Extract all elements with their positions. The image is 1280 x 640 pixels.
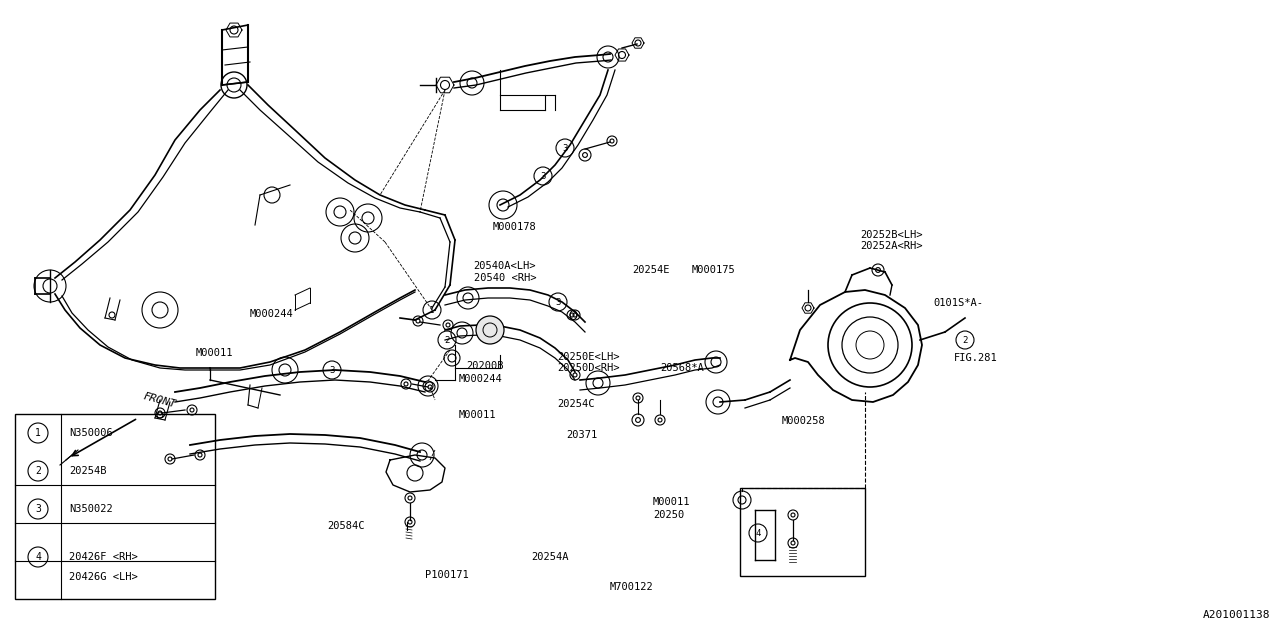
Text: P100171: P100171 <box>425 570 468 580</box>
Text: 2: 2 <box>444 335 449 344</box>
Text: 20250D<RH>: 20250D<RH> <box>557 363 620 373</box>
Text: 3: 3 <box>562 143 568 152</box>
Text: 3: 3 <box>556 298 561 307</box>
Text: M000178: M000178 <box>493 222 536 232</box>
Text: 20254C: 20254C <box>557 399 594 410</box>
Text: 20426G <LH>: 20426G <LH> <box>69 572 138 582</box>
Text: 20250: 20250 <box>653 510 684 520</box>
Text: 20252A<RH>: 20252A<RH> <box>860 241 923 252</box>
Text: 3: 3 <box>35 504 41 514</box>
Text: 20250E<LH>: 20250E<LH> <box>557 352 620 362</box>
Text: 20254B: 20254B <box>69 466 106 476</box>
Text: M000244: M000244 <box>458 374 502 384</box>
Text: 20584C: 20584C <box>328 521 365 531</box>
Text: A201001138: A201001138 <box>1202 610 1270 620</box>
Text: M000244: M000244 <box>250 308 293 319</box>
Text: 1: 1 <box>429 305 435 314</box>
Text: N350006: N350006 <box>69 428 113 438</box>
Text: 2: 2 <box>963 335 968 344</box>
Text: 20568*A: 20568*A <box>660 363 704 373</box>
Text: 0101S*A-: 0101S*A- <box>933 298 983 308</box>
Text: M700122: M700122 <box>609 582 653 592</box>
Text: 3: 3 <box>329 365 334 374</box>
Text: 20426F <RH>: 20426F <RH> <box>69 552 138 562</box>
Text: M00011: M00011 <box>653 497 690 508</box>
Text: M00011: M00011 <box>196 348 233 358</box>
Circle shape <box>476 316 504 344</box>
Text: M00011: M00011 <box>458 410 495 420</box>
Text: FRONT: FRONT <box>142 392 177 410</box>
Text: 20540A<LH>: 20540A<LH> <box>474 260 536 271</box>
Text: 20254E: 20254E <box>632 265 669 275</box>
Text: M000258: M000258 <box>782 416 826 426</box>
Text: 4: 4 <box>35 552 41 562</box>
Text: 4: 4 <box>755 529 760 538</box>
Text: 20371: 20371 <box>566 430 596 440</box>
Text: 20254A: 20254A <box>531 552 568 562</box>
Text: 1: 1 <box>35 428 41 438</box>
Text: 2: 2 <box>35 466 41 476</box>
Bar <box>740 488 865 576</box>
Text: 20200B: 20200B <box>466 361 503 371</box>
Bar <box>15 414 215 599</box>
Text: 20540 <RH>: 20540 <RH> <box>474 273 536 284</box>
Text: FIG.281: FIG.281 <box>954 353 997 364</box>
Text: M000175: M000175 <box>691 265 735 275</box>
Text: 3: 3 <box>540 172 545 180</box>
Text: N350022: N350022 <box>69 504 113 514</box>
Text: 20252B<LH>: 20252B<LH> <box>860 230 923 240</box>
